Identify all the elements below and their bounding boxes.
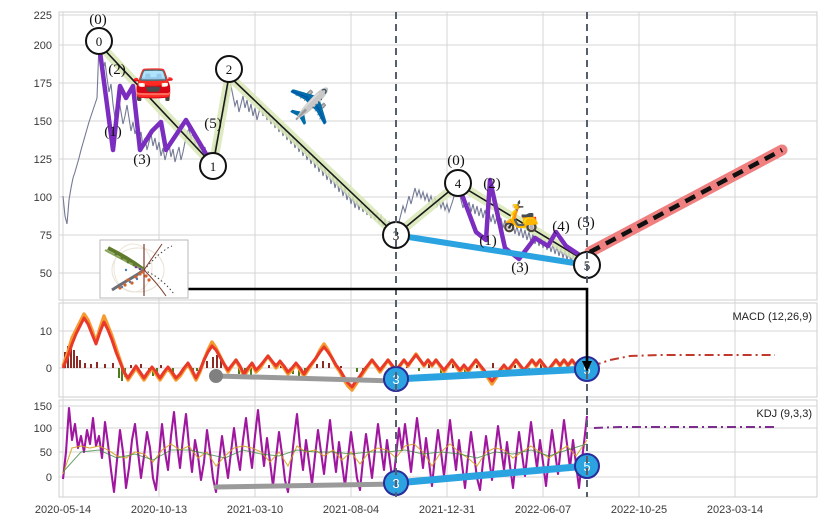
price-y-axis: 225 200 175 150 125 100 75 50	[34, 10, 52, 280]
x-tick: 2022-10-25	[611, 504, 667, 516]
kdj-indicator-label: KDJ (9,3,3)	[756, 408, 812, 420]
kdj-marker-label: 5	[583, 459, 590, 474]
wave-label: (1)	[104, 124, 122, 140]
x-tick: 2022-06-07	[515, 504, 571, 516]
car-emoji: 🚘	[132, 64, 175, 102]
y-tick: 0	[46, 363, 52, 375]
svg-text:4: 4	[455, 176, 462, 191]
subwave-right-purple	[455, 177, 590, 265]
inset-connector-arrowhead	[582, 361, 592, 372]
macd-indicator-label: MACD (12,26,9)	[733, 311, 812, 323]
svg-text:3: 3	[393, 228, 400, 243]
kdj-j-line	[61, 406, 589, 494]
svg-text:2: 2	[226, 62, 233, 77]
airplane-emoji: ✈️	[288, 88, 331, 126]
pivot-label: 0	[96, 34, 103, 49]
macd-marker-label: 3	[392, 372, 399, 387]
pivot-marker-1[interactable]: 1	[199, 152, 227, 180]
x-tick: 2021-12-31	[419, 504, 475, 516]
wave-label: (2)	[483, 176, 501, 192]
inset-thumbnail-content	[104, 243, 175, 297]
price-gridlines	[59, 14, 817, 274]
blue-trend-macd	[392, 365, 591, 383]
x-tick: 2020-05-14	[35, 504, 91, 516]
gray-anchor-dot-macd	[209, 369, 223, 383]
inset-thumbnail[interactable]	[99, 239, 189, 299]
x-tick: 2023-03-14	[707, 504, 763, 516]
y-tick: 75	[40, 230, 52, 242]
y-tick: 10	[40, 326, 52, 338]
forecast-dash	[588, 148, 784, 254]
subwave-left-purple	[96, 41, 215, 167]
y-tick: 200	[34, 40, 52, 52]
primary-impulse-line	[98, 43, 588, 263]
kdj-marker-5[interactable]: 5	[574, 453, 600, 479]
x-tick: 2020-10-13	[131, 504, 187, 516]
kdj-d-line	[62, 443, 588, 473]
wave-label: (2)	[108, 62, 126, 78]
y-tick: 50	[40, 447, 52, 459]
macd-y-axis: 10 0	[40, 326, 52, 375]
wave-label: (5)	[204, 116, 222, 132]
y-tick: 150	[34, 401, 52, 413]
x-tick: 2021-08-04	[323, 504, 379, 516]
y-tick: 225	[34, 10, 52, 22]
y-tick: 125	[34, 154, 52, 166]
kdj-forecast-line	[593, 426, 778, 429]
wave-label: (3)	[133, 152, 151, 168]
x-axis: 2020-05-14 2020-10-13 2021-03-10 2021-08…	[35, 504, 763, 516]
y-tick: 100	[34, 192, 52, 204]
macd-panel-background	[58, 302, 818, 398]
y-tick: 0	[46, 472, 52, 484]
pivot-marker-0[interactable]: 0	[85, 27, 113, 55]
pivot-marker-4[interactable]: 4	[444, 169, 472, 197]
kdj-y-axis: 150 100 50 0	[34, 401, 52, 484]
price-pivot-markers: 0 1 2 3 4 5	[85, 27, 601, 279]
y-tick: 50	[40, 268, 52, 280]
wave-label: (0)	[89, 12, 107, 28]
macd-dif-line	[61, 316, 589, 389]
gray-trend-macd	[213, 373, 399, 384]
scooter-emoji: 🛵	[502, 200, 540, 233]
inset-connector	[188, 287, 589, 369]
wave-label: (4)	[552, 219, 570, 235]
wave-label: (0)	[447, 153, 465, 169]
x-tick: 2021-03-10	[227, 504, 283, 516]
wave-label: (1)	[479, 233, 497, 249]
blue-trend-kdj	[392, 462, 591, 487]
blue-trend-price	[393, 232, 590, 268]
y-tick: 175	[34, 78, 52, 90]
gray-trend-kdj	[213, 481, 399, 490]
wave-sublabels: (0) (2) (1) (3) (5) (2) (0) (1) (3) (4) …	[89, 12, 595, 276]
y-tick: 100	[34, 423, 52, 435]
wave-label: (3)	[511, 260, 529, 276]
vertical-gridlines	[62, 12, 736, 497]
y-tick: 150	[34, 116, 52, 128]
svg-text:1: 1	[210, 159, 217, 174]
pivot-marker-2[interactable]: 2	[215, 55, 243, 83]
